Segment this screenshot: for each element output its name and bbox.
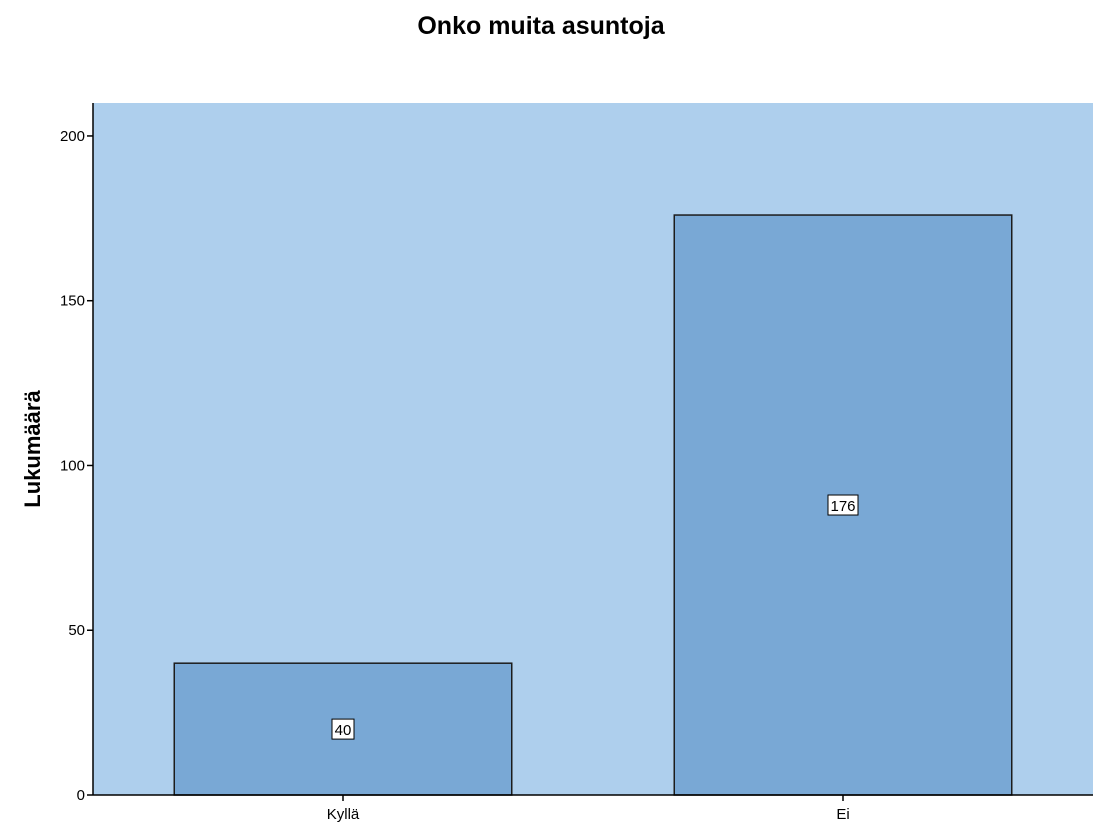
data-label-box — [827, 494, 859, 516]
y-axis-ticks: 0 50 100 150 200 — [60, 128, 93, 804]
y-tick-label: 200 — [60, 128, 85, 145]
data-label-box — [331, 718, 355, 740]
data-label: 40 — [335, 722, 352, 739]
x-tick-label: Kyllä — [327, 806, 360, 823]
y-tick-label: 50 — [68, 622, 85, 639]
y-tick-label: 0 — [77, 787, 85, 804]
x-tick-label: Ei — [836, 806, 849, 823]
y-axis-label: Lukumäärä — [20, 390, 45, 508]
data-labels-layer: 40 176 — [331, 494, 859, 740]
x-axis-ticks: Kyllä Ei — [327, 795, 850, 823]
y-tick-label: 100 — [60, 457, 85, 474]
y-tick-label: 150 — [60, 293, 85, 310]
data-label: 176 — [830, 498, 855, 515]
chart-title: Onko muita asuntoja — [417, 12, 665, 40]
